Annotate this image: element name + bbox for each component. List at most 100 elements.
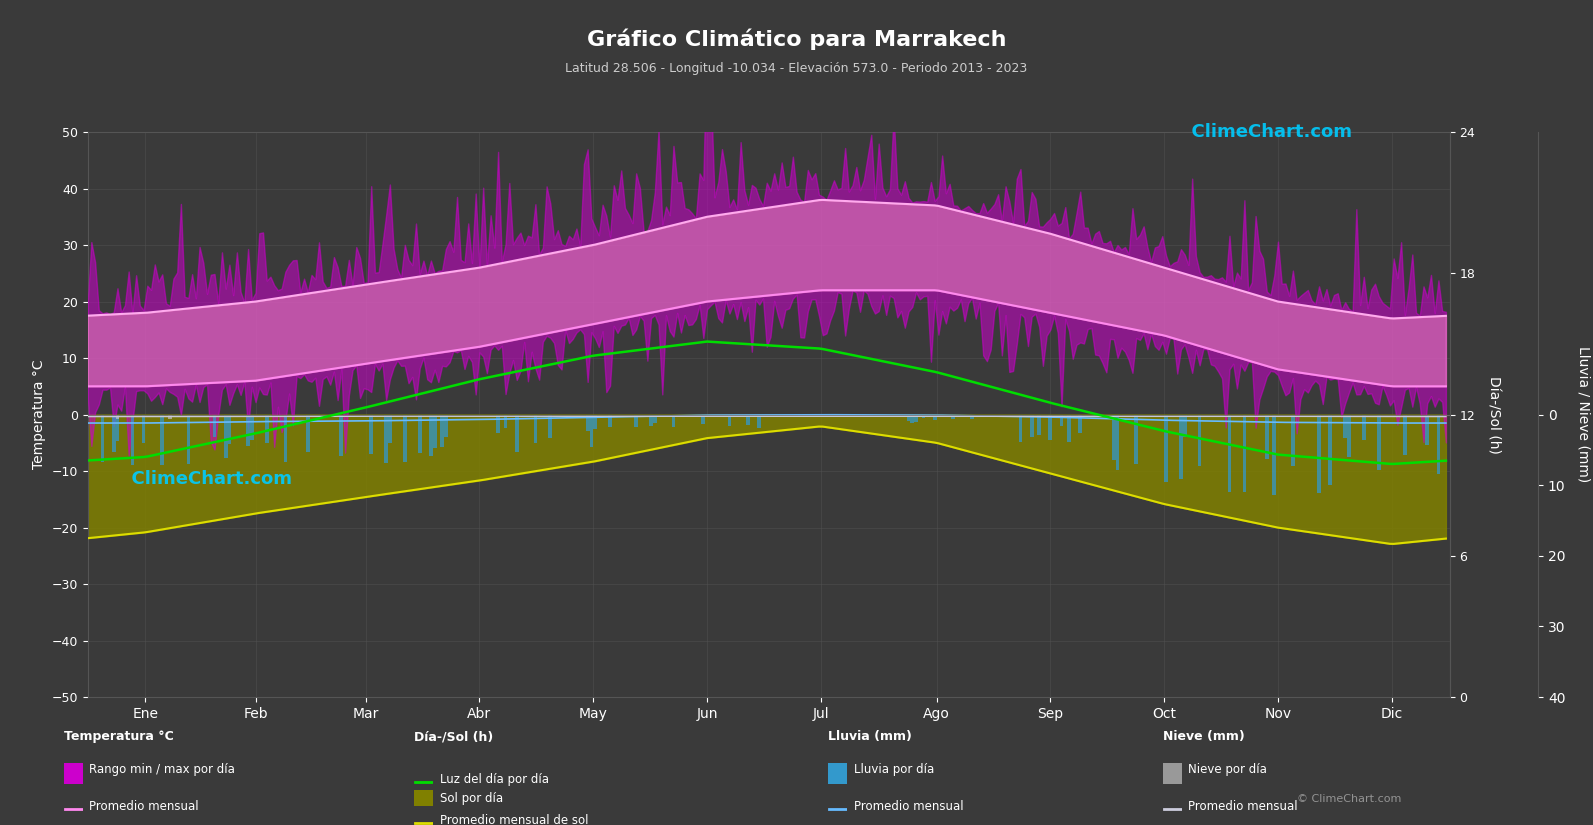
Bar [1273, 414, 1276, 495]
Bar [389, 414, 392, 443]
Bar [650, 414, 653, 426]
Bar [922, 414, 926, 418]
Bar [186, 414, 190, 464]
Text: © ClimeChart.com: © ClimeChart.com [1297, 794, 1402, 804]
Bar [306, 414, 309, 452]
Text: Nieve por día: Nieve por día [1188, 763, 1268, 776]
Bar [1290, 414, 1295, 466]
Bar [497, 414, 500, 433]
Text: Rango min / max por día: Rango min / max por día [89, 763, 236, 776]
Bar [142, 414, 145, 443]
Bar [1343, 414, 1348, 438]
Bar [1376, 414, 1381, 470]
Bar [1179, 414, 1184, 478]
Bar [1426, 414, 1429, 445]
Bar [1164, 414, 1168, 483]
Bar [131, 414, 134, 465]
Bar [1228, 414, 1231, 492]
Bar [403, 414, 406, 462]
Bar [653, 414, 656, 423]
Bar [701, 414, 706, 424]
Bar [761, 414, 765, 417]
Bar [250, 414, 253, 441]
Text: Sol por día: Sol por día [440, 792, 503, 805]
Text: ClimeChart.com: ClimeChart.com [1179, 123, 1352, 141]
Bar [100, 414, 105, 462]
Bar [803, 414, 806, 417]
Text: Día-/Sol (h): Día-/Sol (h) [414, 730, 494, 743]
Bar [746, 414, 750, 425]
Bar [1362, 414, 1365, 441]
Bar [515, 414, 519, 451]
Bar [444, 414, 448, 436]
Bar [167, 414, 172, 419]
Bar [798, 414, 803, 416]
Bar [1198, 414, 1201, 466]
Bar [339, 414, 342, 455]
Bar [1059, 414, 1064, 426]
Text: Lluvia (mm): Lluvia (mm) [828, 730, 913, 743]
Bar [1403, 414, 1407, 455]
Bar [672, 414, 675, 427]
Text: ClimeChart.com: ClimeChart.com [119, 469, 293, 488]
Bar [417, 414, 422, 453]
Bar [384, 414, 389, 463]
Bar [757, 414, 761, 428]
Bar [429, 414, 433, 456]
Bar [161, 414, 164, 464]
Bar [1134, 414, 1137, 464]
Bar [1029, 414, 1034, 437]
Bar [589, 414, 593, 446]
Text: Promedio mensual: Promedio mensual [1188, 800, 1298, 813]
Bar [1329, 414, 1332, 485]
Bar [1115, 414, 1120, 469]
Bar [503, 414, 508, 428]
Bar [586, 414, 589, 431]
Bar [1048, 414, 1053, 440]
Bar [1243, 414, 1246, 492]
Bar [548, 414, 553, 438]
Bar [1018, 414, 1023, 442]
Bar [228, 414, 231, 444]
Bar [370, 414, 373, 455]
Bar [933, 414, 937, 420]
Text: Gráfico Climático para Marrakech: Gráfico Climático para Marrakech [586, 29, 1007, 50]
Text: Lluvia por día: Lluvia por día [854, 763, 933, 776]
Text: Latitud 28.506 - Longitud -10.034 - Elevación 573.0 - Periodo 2013 - 2023: Latitud 28.506 - Longitud -10.034 - Elev… [566, 62, 1027, 75]
Bar [1437, 414, 1440, 474]
Bar [112, 414, 116, 452]
Bar [1184, 414, 1187, 437]
Text: Promedio mensual: Promedio mensual [89, 800, 199, 813]
Text: Promedio mensual de sol: Promedio mensual de sol [440, 814, 588, 825]
Bar [1037, 414, 1042, 435]
Bar [284, 414, 287, 462]
Bar [609, 414, 612, 427]
Bar [862, 414, 865, 417]
Bar [906, 414, 911, 421]
Bar [911, 414, 914, 423]
Bar [870, 414, 873, 416]
Y-axis label: Temperatura °C: Temperatura °C [32, 360, 46, 469]
Bar [433, 414, 436, 448]
Bar [247, 414, 250, 446]
Bar [634, 414, 639, 427]
Bar [1265, 414, 1268, 459]
Bar [1112, 414, 1115, 460]
Y-axis label: Lluvia / Nieve (mm): Lluvia / Nieve (mm) [1577, 346, 1590, 483]
Bar [225, 414, 228, 458]
Bar [865, 414, 870, 417]
Bar [440, 414, 444, 447]
Bar [116, 414, 119, 441]
Bar [1317, 414, 1321, 493]
Bar [116, 414, 119, 418]
Bar [806, 414, 809, 417]
Text: Nieve (mm): Nieve (mm) [1163, 730, 1244, 743]
Bar [264, 414, 269, 443]
Text: Promedio mensual: Promedio mensual [854, 800, 964, 813]
Bar [593, 414, 597, 429]
Bar [1348, 414, 1351, 457]
Bar [534, 414, 537, 443]
Bar [951, 414, 956, 419]
Bar [212, 414, 217, 436]
Y-axis label: Día-/Sol (h): Día-/Sol (h) [1486, 375, 1501, 454]
